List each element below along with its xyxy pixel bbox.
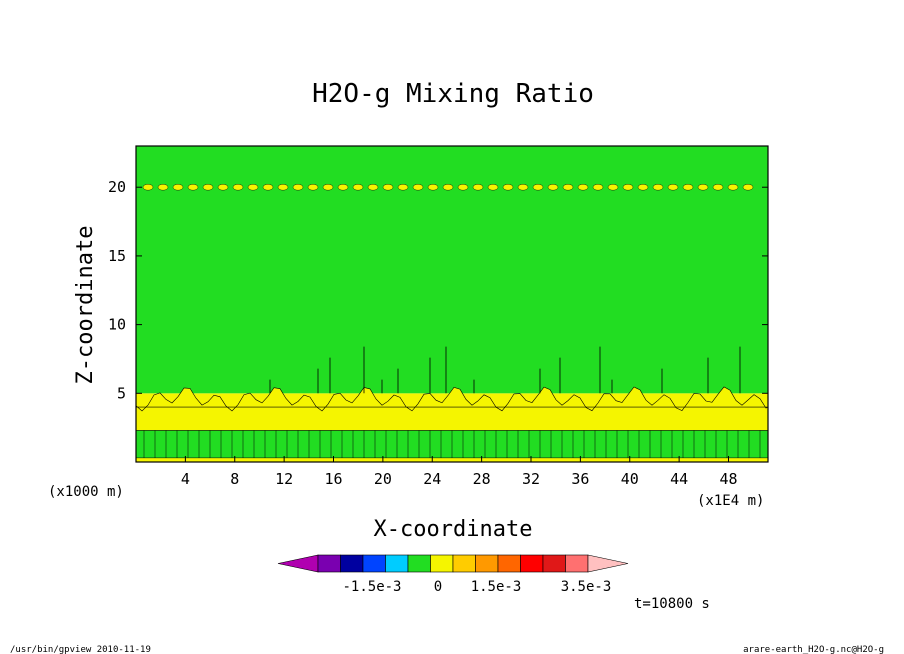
x-tick-label: 48	[719, 470, 737, 488]
yellow-patch	[427, 184, 439, 191]
yellow-patch	[382, 184, 394, 191]
x-tick-label: 44	[670, 470, 688, 488]
yellow-patch	[322, 184, 334, 191]
y-tick-label: 5	[117, 384, 126, 402]
yellow-patch	[547, 184, 559, 191]
yellow-patch	[457, 184, 469, 191]
x-axis-ticks: 4 8 12 16 20 24 28 32 36 40 44 48	[181, 456, 738, 488]
yellow-patch	[187, 184, 199, 191]
colorbar-segment	[542, 554, 566, 573]
yellow-patch	[247, 184, 259, 191]
colorbar	[277, 554, 629, 573]
x-units-left: (x1000 m)	[48, 484, 124, 500]
yellow-patch	[202, 184, 214, 191]
y-tick-label: 10	[108, 316, 126, 334]
yellow-patch	[472, 184, 484, 191]
yellow-patch	[292, 184, 304, 191]
time-label: t=10800 s	[634, 596, 710, 612]
x-tick-label: 8	[230, 470, 239, 488]
x-tick-label: 32	[522, 470, 540, 488]
y-tick-label: 15	[108, 247, 126, 265]
yellow-patch	[682, 184, 694, 191]
colorbar-segment	[362, 554, 386, 573]
colorbar-segment	[340, 554, 364, 573]
colorbar-segment	[385, 554, 409, 573]
yellow-patch	[502, 184, 514, 191]
yellow-patch	[157, 184, 169, 191]
yellow-patch	[532, 184, 544, 191]
yellow-patch	[217, 184, 229, 191]
x-tick-label: 16	[324, 470, 342, 488]
x-tick-label: 4	[181, 470, 190, 488]
x-tick-label: 40	[621, 470, 639, 488]
colorbar-segment	[520, 554, 544, 573]
yellow-patch	[337, 184, 349, 191]
y-axis-label: Z-coordinate	[73, 226, 98, 385]
plot-area	[135, 145, 769, 463]
colorbar-label: 1.5e-3	[471, 579, 522, 595]
colorbar-low-arrow	[277, 554, 319, 573]
yellow-patch	[562, 184, 574, 191]
yellow-patch	[727, 184, 739, 191]
colorbar-high-arrow	[587, 554, 629, 573]
colorbar-segment	[407, 554, 431, 573]
colorbar-labels: -1.5e-3 0 1.5e-3 3.5e-3	[342, 579, 611, 595]
yellow-layer-edge	[135, 386, 769, 412]
yellow-patch	[232, 184, 244, 191]
region-3	[136, 146, 768, 394]
yellow-patch	[397, 184, 409, 191]
yellow-patch	[307, 184, 319, 191]
colorbar-label: 0	[434, 579, 442, 595]
yellow-patch	[412, 184, 424, 191]
yellow-patch	[712, 184, 724, 191]
yellow-patch	[577, 184, 589, 191]
y-tick-label: 20	[108, 178, 126, 196]
plot-frame	[135, 145, 769, 463]
colorbar-label: 3.5e-3	[561, 579, 612, 595]
yellow-patch	[367, 184, 379, 191]
yellow-patch	[142, 184, 154, 191]
yellow-patch	[262, 184, 274, 191]
yellow-patch	[442, 184, 454, 191]
footer-right: arare-earth_H2O-g.nc@H2O-g	[743, 645, 884, 654]
y-axis-ticks: 5 10 15 20	[108, 178, 768, 402]
x-tick-label: 28	[473, 470, 491, 488]
colorbar-segment	[475, 554, 499, 573]
region-0	[136, 457, 768, 462]
yellow-patch	[517, 184, 529, 191]
x-tick-label: 36	[571, 470, 589, 488]
yellow-patch	[352, 184, 364, 191]
x-tick-label: 20	[374, 470, 392, 488]
yellow-patch	[742, 184, 754, 191]
colorbar-segment	[452, 554, 476, 573]
yellow-patch	[667, 184, 679, 191]
footer-left: /usr/bin/gpview 2010-11-19	[10, 645, 151, 654]
yellow-patch	[607, 184, 619, 191]
x-axis-label: X-coordinate	[374, 517, 533, 542]
yellow-patch	[487, 184, 499, 191]
colorbar-segment	[317, 554, 341, 573]
x-tick-label: 12	[275, 470, 293, 488]
yellow-patch	[697, 184, 709, 191]
colorbar-label: -1.5e-3	[342, 579, 401, 595]
yellow-patch	[637, 184, 649, 191]
x-tick-label: 24	[423, 470, 441, 488]
yellow-patch	[277, 184, 289, 191]
colorbar-segment	[497, 554, 521, 573]
yellow-patch	[172, 184, 184, 191]
x-units-right: (x1E4 m)	[697, 493, 764, 509]
colorbar-segment	[430, 554, 454, 573]
colorbar-segment	[565, 554, 589, 573]
yellow-patch	[652, 184, 664, 191]
yellow-patch	[622, 184, 634, 191]
chart-title: H2O-g Mixing Ratio	[312, 79, 594, 109]
yellow-patch	[592, 184, 604, 191]
